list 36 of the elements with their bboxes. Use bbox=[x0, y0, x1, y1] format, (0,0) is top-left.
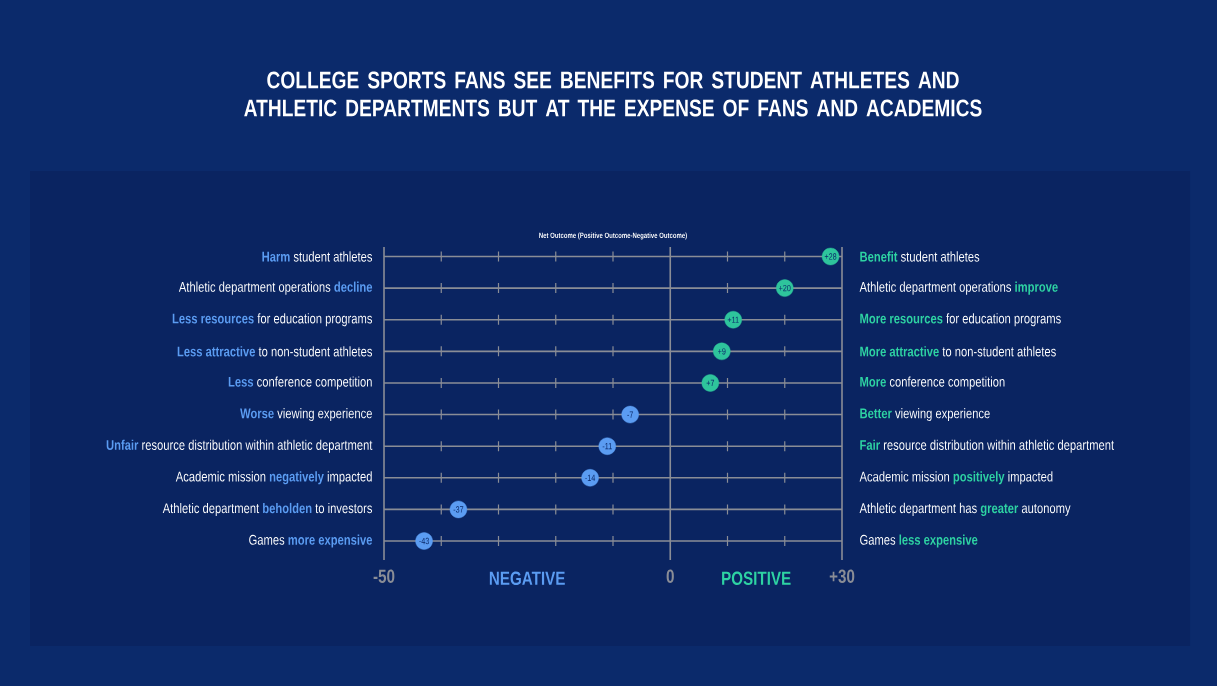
text: POSITIVE bbox=[722, 571, 791, 585]
y2-tick-label: Better viewing experience bbox=[860, 408, 990, 422]
y2-tick-label: More conference competition bbox=[860, 376, 1005, 390]
x-tick-label: 0 bbox=[666, 569, 674, 583]
x-tick-label: -50 bbox=[373, 569, 395, 583]
data-label: +28 bbox=[824, 253, 837, 260]
y2-tick-label: Games less expensive bbox=[860, 534, 978, 548]
y-tick-label: Worse viewing experience bbox=[240, 408, 372, 422]
data-label: -43 bbox=[419, 537, 429, 545]
y2-tick-label: Athletic department has greater autonomy bbox=[859, 502, 1071, 516]
y2-tick-label: Academic mission positively impacted bbox=[859, 471, 1053, 485]
y-tick-label: Less conference competition bbox=[228, 376, 372, 390]
y2-tick-label: More resources for education programs bbox=[860, 313, 1061, 327]
y-tick-label: Athletic department operations decline bbox=[178, 281, 373, 295]
y-tick-label: Games more expensive bbox=[249, 534, 373, 548]
y2-tick-label: More attractive to non-student athletes bbox=[860, 346, 1056, 357]
data-label: -11 bbox=[602, 443, 612, 450]
data-label: -14 bbox=[585, 474, 596, 481]
x-tick-label: +30 bbox=[829, 569, 855, 584]
data-label: +9 bbox=[718, 348, 726, 355]
y-tick-label: Unfair resource distribution within athletic department bbox=[106, 439, 373, 453]
chart-title: COLLEGE SPORTS FANS SEE BENEFITS FOR STUDENT ATHLETES AND ATHLETIC DEPARTMENTS BUT AT THE EXPENSE OF FANS AND ACADEMICS bbox=[244, 71, 982, 117]
text: NEGATIVE bbox=[489, 571, 565, 585]
y-tick-label: Less resources for education programs bbox=[172, 313, 373, 327]
data-label: -7 bbox=[627, 411, 634, 418]
data-label: +11 bbox=[727, 316, 739, 323]
data-label: +7 bbox=[706, 379, 715, 387]
y-tick-label: Less attractive to non-student athletes bbox=[177, 346, 373, 357]
y2-tick-label: Benefit student athletes bbox=[860, 251, 980, 262]
y2-tick-label: Fair resource distribution within athletic department bbox=[860, 439, 1115, 453]
data-label: +20 bbox=[778, 284, 791, 292]
y-tick-label: Academic mission negatively impacted bbox=[175, 471, 372, 485]
data-label: -37 bbox=[453, 506, 464, 513]
y-tick-label: Harm student athletes bbox=[262, 251, 373, 262]
y-tick-label: Athletic department beholden to investors bbox=[162, 502, 373, 516]
y2-tick-label: Athletic department operations improve bbox=[859, 281, 1058, 295]
